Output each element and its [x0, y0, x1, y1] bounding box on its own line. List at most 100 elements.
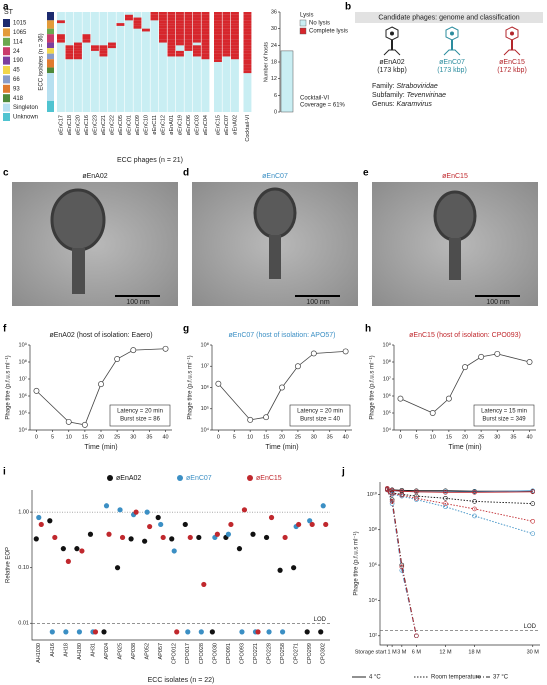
column-label: øEnC05: [118, 115, 124, 135]
lysis-cell: [184, 34, 193, 37]
cell-background: [159, 12, 167, 112]
st-swatch: [3, 19, 10, 27]
lysis-cell: [214, 17, 222, 21]
x-tick-label: CPO030: [212, 643, 218, 664]
st-label: 24: [13, 49, 20, 55]
x-tick-label: 5: [233, 434, 236, 440]
point: [255, 629, 261, 635]
classification: Subfamily: Tevenvirinae: [372, 92, 446, 99]
lysis-cell: [176, 25, 184, 29]
st-label: 418: [13, 96, 24, 102]
plot-title: øEnC15 (host of isolation: CPO093): [409, 332, 521, 339]
rank: Family:: [372, 83, 395, 90]
point: [103, 503, 110, 509]
lysis-cell: [184, 12, 193, 15]
lysis-cell: [159, 34, 167, 37]
lysis-cell: [176, 34, 184, 37]
cell-background: [222, 12, 231, 112]
x-tick-label: 40: [526, 434, 532, 440]
lysis-cell: [167, 14, 176, 18]
cell-background: [184, 12, 193, 112]
point: [147, 523, 153, 530]
header-band: [355, 12, 543, 23]
y-tick-label: 10⁷: [19, 375, 27, 382]
lysis-cell: [193, 37, 201, 40]
lysis-cell: [176, 12, 184, 15]
lysis-cell: [142, 28, 150, 32]
lysis-cell: [243, 20, 252, 24]
lysis-cell: [159, 20, 167, 24]
point: [472, 513, 477, 519]
point: [171, 548, 177, 554]
lysis-cell: [193, 45, 201, 49]
lysis-cell: [201, 56, 210, 60]
point: [296, 521, 302, 528]
micrograph-title: øEnA02: [82, 173, 107, 180]
lysis-cell: [167, 17, 176, 21]
lysis-cell: [222, 17, 231, 21]
lysis-cell: [243, 34, 252, 37]
point: [63, 629, 69, 635]
lysis-cell: [214, 20, 222, 24]
st-cell: [47, 48, 54, 54]
y-axis-label: Phage titre (p.f.u.s ml⁻¹): [370, 355, 376, 419]
lysis-cell: [243, 31, 252, 35]
point: [277, 567, 283, 573]
plot-title: øEnC07 (host of isolation: APO57): [229, 332, 336, 339]
st-label: 45: [13, 68, 20, 74]
lysis-cell: [201, 53, 210, 57]
lysis-cell: [201, 34, 210, 37]
point: [304, 629, 310, 635]
point: [443, 490, 448, 495]
point: [342, 348, 349, 355]
y-tick-label: 1.00: [18, 510, 29, 516]
column-label: øEnC03: [195, 115, 201, 135]
point: [472, 506, 477, 512]
lysis-cell: [214, 50, 222, 54]
st-swatch: [3, 113, 10, 121]
x-tick-label: 6 M: [412, 649, 422, 655]
lysis-cell: [222, 39, 231, 43]
y-axis-label: ECC isolates (n = 36): [39, 33, 45, 90]
point: [399, 562, 405, 568]
point: [187, 534, 193, 541]
phage-size: (173 kbp): [437, 67, 467, 74]
lysis-cell: [133, 25, 142, 29]
lysis-cell: [243, 59, 252, 62]
y-tick-label: 10⁵: [19, 409, 27, 416]
cell-background: [82, 12, 91, 112]
column-label: øEnC12: [161, 115, 167, 135]
x-axis-label: Time (min): [84, 444, 117, 451]
y-tick-label: 10⁴: [383, 426, 392, 433]
y-tick-label: 10⁸: [19, 358, 27, 365]
panel-label: g: [183, 324, 189, 335]
point: [33, 536, 39, 542]
st-cell: [47, 42, 54, 49]
x-tick-label: 25: [114, 434, 120, 440]
point: [79, 548, 85, 554]
point: [106, 531, 112, 537]
point: [158, 521, 164, 528]
point: [530, 531, 536, 536]
lysis-cell: [243, 23, 252, 26]
lysis-cell: [193, 28, 201, 32]
lysis-cell: [167, 25, 176, 29]
lysis-cell: [184, 42, 193, 46]
y-tick-label: 10⁴: [201, 426, 210, 433]
cell-background: [167, 12, 176, 112]
x-axis-label: ECC isolates (n = 22): [148, 677, 215, 684]
point: [310, 350, 317, 357]
lysis-cell: [231, 17, 239, 21]
lysis-cell: [243, 56, 252, 60]
lysis-cell: [231, 42, 239, 46]
legend-marker: [247, 475, 253, 481]
x-tick-label: 15: [82, 434, 88, 440]
lysis-cell: [201, 45, 210, 49]
lysis-cell: [193, 39, 201, 43]
lysis-cell: [193, 50, 201, 54]
x-tick-label: CPO228: [266, 643, 272, 664]
x-tick-label: 30: [494, 434, 500, 440]
micrograph-title: øEnC07: [262, 173, 288, 180]
x-tick-label: 25: [478, 434, 484, 440]
cell-background: [133, 12, 142, 112]
